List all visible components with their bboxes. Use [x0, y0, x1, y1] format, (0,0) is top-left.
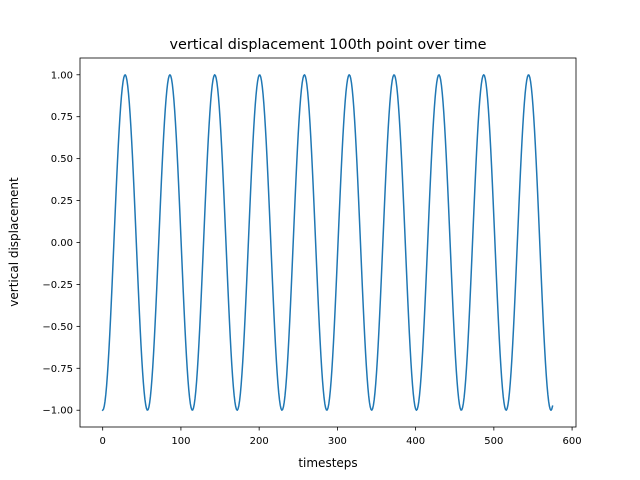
y-tick-label: 0.25: [51, 196, 73, 207]
x-tick-label: 600: [563, 436, 582, 447]
x-axis: 0 100 200 300 400 500 600: [100, 427, 582, 447]
chart-title: vertical displacement 100th point over t…: [169, 37, 486, 53]
x-tick-label: 300: [328, 436, 347, 447]
y-tick-label: −0.25: [42, 280, 73, 291]
series-line-1: [101, 74, 554, 412]
x-tick-label: 500: [484, 436, 503, 447]
x-tick-label: 100: [171, 436, 190, 447]
x-tick-label: 400: [406, 436, 425, 447]
y-tick-label: −0.50: [42, 322, 73, 333]
x-tick-label: 0: [100, 436, 106, 447]
y-axis-label: vertical displacement: [7, 177, 21, 307]
y-axis: −1.00 −0.75 −0.50 −0.25 0.00 0.25 0.50 0.75 1.00: [42, 70, 80, 417]
y-tick-label: 0.00: [51, 238, 73, 249]
y-tick-label: −1.00: [42, 406, 73, 417]
plot-area: [79, 57, 577, 428]
y-tick-label: 0.75: [51, 112, 73, 123]
x-tick-label: 200: [250, 436, 269, 447]
y-tick-label: 1.00: [51, 70, 73, 81]
y-tick-label: −0.75: [42, 364, 73, 375]
x-axis-label: timesteps: [298, 456, 357, 470]
y-tick-label: 0.50: [51, 154, 73, 165]
